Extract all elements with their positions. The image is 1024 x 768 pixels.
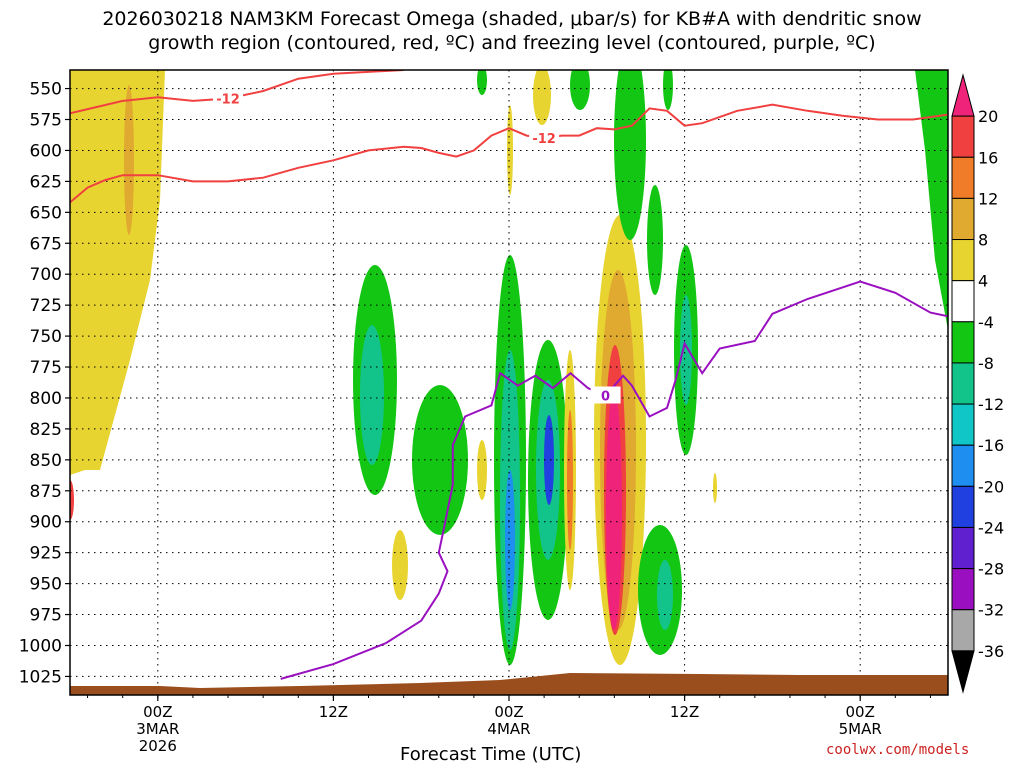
x-tick-label: 00Z	[846, 703, 875, 721]
y-axis: 550 575 600 625 650 675 700 725 750 775 800 825 850 8…	[19, 80, 70, 687]
colorbar-swatch	[951, 526, 975, 570]
colorbar-label: -24	[978, 518, 1004, 537]
colorbar-swatch	[951, 444, 975, 487]
omega-negative-region	[412, 385, 468, 535]
colorbar-label: -36	[978, 642, 1004, 661]
omega-negative-core	[657, 560, 673, 630]
x-tick-label: 12Z	[319, 703, 348, 721]
y-tick-label: 950	[30, 575, 62, 595]
omega-shading	[70, 70, 948, 665]
credit-text: coolwx.com/models	[826, 742, 970, 758]
colorbar-swatch	[951, 403, 975, 446]
y-tick-label: 875	[30, 482, 62, 502]
colorbar-swatch	[951, 650, 975, 694]
colorbar-label: 4	[978, 272, 988, 291]
contour-line	[70, 103, 948, 204]
y-tick-label: 850	[30, 451, 62, 471]
contour-label: -12	[216, 92, 240, 107]
omega-positive-region	[507, 105, 513, 195]
omega-positive-region	[392, 530, 408, 600]
omega-negative-core	[505, 470, 515, 610]
omega-positive-region	[70, 70, 165, 475]
y-tick-label: 625	[30, 172, 62, 192]
contour-lines: -12 -12 0	[70, 70, 948, 680]
colorbar-swatch	[951, 239, 975, 282]
colorbar-swatch	[951, 609, 975, 652]
omega-positive-region	[713, 473, 717, 503]
colorbar-swatch	[951, 568, 975, 611]
omega-negative-region	[915, 70, 948, 330]
x-tick-label: 3MAR	[136, 720, 179, 738]
colorbar-label: 8	[978, 231, 988, 250]
omega-negative-region	[663, 70, 673, 110]
omega-negative-region	[614, 70, 646, 240]
y-tick-label: 575	[30, 111, 62, 131]
y-tick-label: 725	[30, 296, 62, 316]
x-tick-label: 00Z	[494, 703, 523, 721]
colorbar-label: -4	[978, 313, 994, 332]
omega-positive-core	[124, 85, 134, 235]
contour-label: 0	[601, 389, 610, 404]
x-tick-label: 2026	[139, 737, 177, 755]
colorbar-label: -16	[978, 436, 1004, 455]
chart-title-line-1: 2026030218 NAM3KM Forecast Omega (shaded…	[102, 8, 922, 30]
contour-label-bg	[529, 129, 560, 147]
colorbar-label: -20	[978, 477, 1004, 496]
y-tick-label: 775	[30, 358, 62, 378]
omega-positive-region	[533, 70, 551, 125]
y-tick-label: 650	[30, 203, 62, 223]
contour-label: -12	[532, 132, 556, 147]
colorbar-swatch	[951, 197, 975, 241]
y-tick-label: 700	[30, 265, 62, 285]
x-tick-label: 5MAR	[839, 720, 882, 738]
colorbar-swatch	[951, 321, 975, 364]
colorbar-swatch	[951, 156, 975, 199]
colorbar-swatch	[951, 73, 975, 117]
y-tick-label: 1000	[19, 636, 62, 656]
contour-line	[280, 280, 948, 680]
colorbar-label: 20	[978, 107, 998, 126]
colorbar-swatch	[951, 485, 975, 528]
colorbar-label: -32	[978, 601, 1004, 620]
omega-negative-core	[360, 325, 384, 465]
contour-label-bg	[590, 386, 621, 404]
y-tick-label: 550	[30, 80, 62, 100]
y-tick-label: 1025	[19, 667, 62, 687]
colorbar-label: -12	[978, 395, 1004, 414]
x-tick-label: 4MAR	[487, 720, 530, 738]
y-tick-label: 675	[30, 234, 62, 254]
colorbar: 20 16 12 8 4 -4 -8 -12 -16 -20 -24 -28 -32 -36	[951, 73, 1004, 694]
omega-positive-core	[70, 480, 74, 520]
omega-positive-region	[477, 440, 487, 500]
omega-positive-core	[567, 410, 573, 550]
y-tick-label: 600	[30, 141, 62, 161]
omega-negative-region	[570, 70, 590, 110]
x-axis-title: Forecast Time (UTC)	[400, 744, 582, 765]
terrain-fill	[70, 673, 948, 695]
y-tick-label: 750	[30, 327, 62, 347]
colorbar-label: -28	[978, 560, 1004, 579]
contour-label-bg	[213, 89, 244, 107]
colorbar-label: 12	[978, 189, 998, 208]
colorbar-swatch	[951, 280, 975, 323]
x-tick-label: 12Z	[670, 703, 699, 721]
colorbar-swatch	[951, 362, 975, 405]
omega-positive-core	[606, 390, 622, 630]
chart-title-line-2: growth region (contoured, red, ºC) and f…	[148, 32, 876, 54]
omega-negative-core	[680, 295, 692, 405]
y-tick-label: 975	[30, 606, 62, 626]
colorbar-label: 16	[978, 148, 998, 167]
omega-negative-region	[647, 185, 663, 295]
gridlines	[70, 70, 948, 695]
y-tick-label: 900	[30, 513, 62, 533]
x-tick-label: 00Z	[143, 703, 172, 721]
y-tick-label: 825	[30, 420, 62, 440]
colorbar-swatch	[951, 115, 975, 158]
y-tick-label: 800	[30, 389, 62, 409]
omega-negative-core	[544, 415, 554, 505]
colorbar-label: -8	[978, 354, 994, 373]
y-tick-label: 925	[30, 544, 62, 564]
